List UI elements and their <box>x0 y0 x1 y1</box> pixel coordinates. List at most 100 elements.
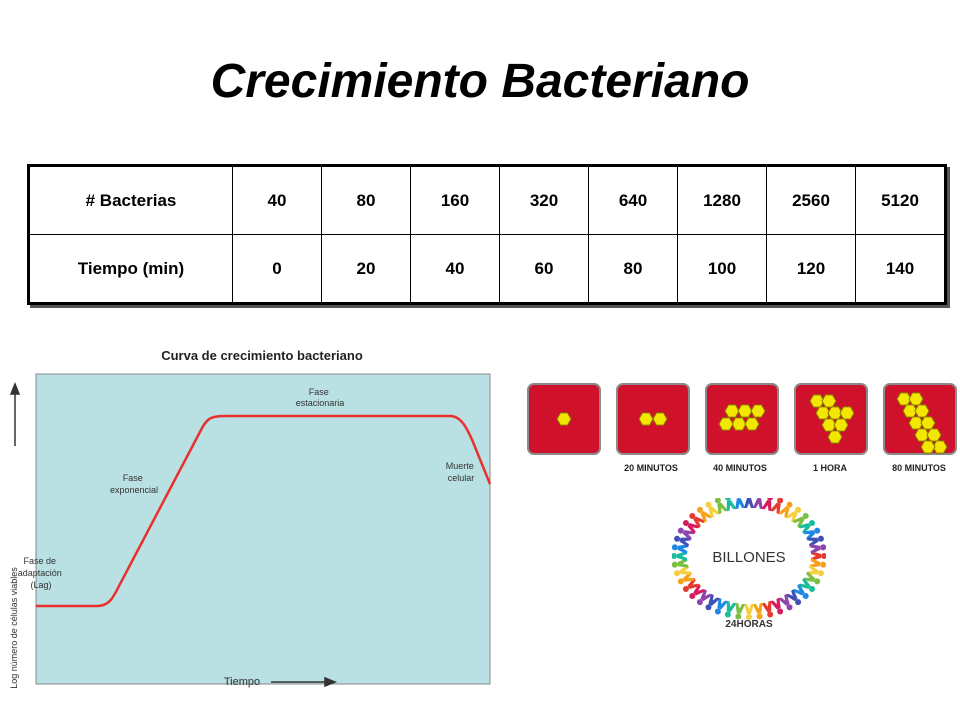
phase-label-death-line: celular <box>448 473 475 483</box>
person-figure-head <box>814 578 821 585</box>
y-axis-label: Log número de células viables <box>9 567 19 689</box>
table-cell: 100 <box>677 234 767 304</box>
phase-label-stationary: Fase estacionaria <box>296 387 345 408</box>
table-row-bacteria: # Bacterias 40 80 160 320 640 1280 2560 … <box>28 165 946 235</box>
person-figure-head <box>756 613 763 620</box>
person-figure-head <box>802 513 809 520</box>
person-figure-head <box>677 527 684 534</box>
phase-label-exponential-line: exponencial <box>110 485 158 495</box>
person-figure-head <box>696 506 703 513</box>
division-label: 80 MINUTOS <box>892 463 946 473</box>
bacterium-cell <box>750 404 766 418</box>
person-figure <box>803 527 821 541</box>
person-figure-body <box>726 600 737 613</box>
y-axis-arrow <box>9 381 21 446</box>
table-cell: 20 <box>321 234 411 304</box>
person-figure <box>696 506 713 523</box>
people-ring <box>672 498 826 620</box>
division-label: 1 HORA <box>813 463 848 473</box>
person-figure <box>672 551 687 561</box>
person-figure <box>744 498 754 508</box>
division-label: 20 MINUTOS <box>624 463 678 473</box>
person-figure <box>735 498 746 510</box>
bacterium-cell <box>731 417 747 431</box>
person-figure-head <box>809 585 816 592</box>
phase-label-stationary-line: Fase <box>309 387 329 397</box>
person-figure-head <box>682 520 689 527</box>
table-cell: 40 <box>232 165 322 235</box>
person-figure <box>809 557 826 568</box>
person-figure-body <box>717 597 728 610</box>
person-figure-body <box>803 571 816 582</box>
person-figure <box>792 583 809 599</box>
person-figure-body <box>687 522 700 535</box>
division-label: 40 MINUTOS <box>713 463 767 473</box>
person-figure-body <box>677 544 689 555</box>
person-figure-body <box>770 597 781 610</box>
logo-word: BILLONES <box>712 549 785 566</box>
bacterium-cell <box>724 404 740 418</box>
person-figure-body <box>803 530 816 541</box>
table-row-time: Tiempo (min) 0 20 40 60 80 100 120 140 <box>28 234 946 304</box>
person-figure-head <box>672 561 678 568</box>
person-figure-head <box>777 608 784 615</box>
person-figure-head <box>672 544 678 551</box>
bacterium-cell <box>908 392 924 406</box>
bacterium-cell <box>914 404 930 418</box>
table-cell: 5120 <box>855 165 946 235</box>
person-figure <box>724 600 737 618</box>
person-figure-body <box>752 498 763 510</box>
person-figure <box>689 583 706 599</box>
person-figure-body <box>717 502 728 515</box>
person-figure-body <box>792 516 805 529</box>
person-figure-body <box>752 602 763 614</box>
person-figure-head <box>714 608 721 615</box>
person-figure-head <box>820 561 826 568</box>
person-figure <box>714 498 728 515</box>
person-figure-body <box>744 498 754 508</box>
bacterium-cell <box>920 416 936 430</box>
phase-label-lag-line: adaptación <box>18 568 62 578</box>
person-figure-head <box>696 599 703 606</box>
row-header-bacteria: # Bacterias <box>28 165 233 235</box>
table-cell: 1280 <box>677 165 767 235</box>
person-figure-head <box>674 570 681 577</box>
person-figure-body <box>708 593 720 606</box>
person-figure <box>770 498 784 515</box>
person-figure-body <box>770 502 781 515</box>
person-figure-head <box>705 501 712 508</box>
row-header-time: Tiempo (min) <box>28 234 233 304</box>
person-figure <box>674 535 691 548</box>
table-cell: 320 <box>499 165 589 235</box>
person-figure-body <box>682 530 695 541</box>
person-figure-body <box>735 602 746 614</box>
person-figure-body <box>735 498 746 510</box>
person-figure <box>672 544 689 555</box>
person-figure <box>735 602 746 620</box>
person-figure-head <box>795 506 802 513</box>
logo-caption: 24HORAS <box>725 619 773 630</box>
person-figure <box>724 498 737 512</box>
person-figure-head <box>689 592 696 599</box>
person-figure-head <box>814 527 821 534</box>
person-figure <box>752 602 763 620</box>
person-figure-body <box>761 499 772 512</box>
person-figure-head <box>714 498 721 504</box>
person-figure <box>792 513 809 529</box>
bacteria-growth-table: # Bacterias 40 80 160 320 640 1280 2560 … <box>27 164 947 305</box>
person-figure <box>778 501 793 519</box>
bacterium-cell <box>718 417 734 431</box>
person-figure-head <box>767 498 774 501</box>
person-figure-head <box>786 501 793 508</box>
person-figure-head <box>705 604 712 611</box>
bacterium-cell <box>744 417 760 431</box>
person-figure <box>809 544 826 555</box>
person-figure <box>752 498 763 510</box>
person-figure <box>807 564 824 577</box>
person-figure <box>798 577 816 592</box>
bacterium-cell <box>827 430 843 444</box>
person-figure-head <box>817 570 824 577</box>
person-figure-body <box>785 589 798 602</box>
person-figure-head <box>802 592 809 599</box>
person-figure <box>761 498 774 512</box>
